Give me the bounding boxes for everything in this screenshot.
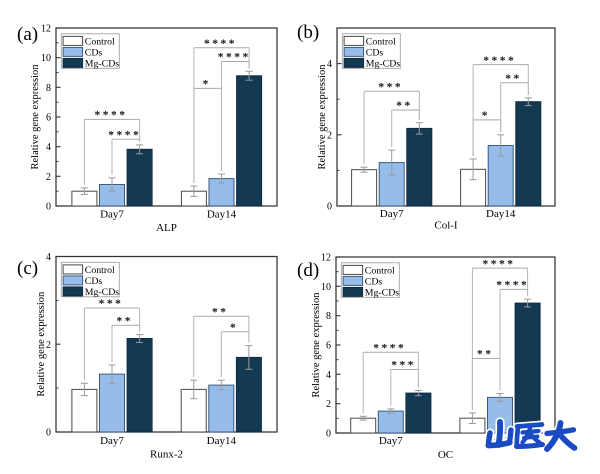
svg-text:****: **** xyxy=(108,129,141,141)
svg-text:Relative gene expression: Relative gene expression xyxy=(317,64,328,170)
svg-text:4: 4 xyxy=(327,59,332,70)
svg-text:****: **** xyxy=(373,342,406,354)
svg-text:0: 0 xyxy=(327,202,332,213)
svg-text:(b): (b) xyxy=(297,22,319,43)
svg-text:Day14: Day14 xyxy=(207,209,237,221)
svg-text:Relative gene expression: Relative gene expression xyxy=(30,64,41,170)
svg-text:**: ** xyxy=(212,306,229,318)
svg-text:CDs: CDs xyxy=(366,47,384,58)
svg-text:Day14: Day14 xyxy=(486,208,516,220)
svg-text:2: 2 xyxy=(326,399,331,410)
svg-text:***: *** xyxy=(378,82,403,94)
svg-text:****: **** xyxy=(483,55,516,67)
svg-text:(a): (a) xyxy=(17,24,38,45)
svg-text:2: 2 xyxy=(46,172,51,183)
svg-text:12: 12 xyxy=(321,253,331,264)
svg-text:6: 6 xyxy=(326,341,331,352)
svg-text:2: 2 xyxy=(46,340,51,351)
svg-text:8: 8 xyxy=(326,311,331,322)
svg-text:Relative gene expression: Relative gene expression xyxy=(36,291,47,397)
svg-text:***: *** xyxy=(99,298,124,310)
svg-text:0: 0 xyxy=(46,202,51,213)
svg-text:***: *** xyxy=(391,360,416,372)
svg-text:**: ** xyxy=(505,73,522,85)
svg-text:Relative gene expression: Relative gene expression xyxy=(311,292,322,398)
svg-text:CDs: CDs xyxy=(365,276,383,287)
svg-text:*: * xyxy=(482,110,490,122)
svg-text:8: 8 xyxy=(46,83,51,94)
svg-text:**: ** xyxy=(117,316,134,328)
svg-text:****: **** xyxy=(218,52,251,64)
svg-text:Control: Control xyxy=(365,265,395,276)
svg-text:*: * xyxy=(230,322,238,334)
svg-text:****: **** xyxy=(496,280,529,292)
svg-text:Mg-CDs: Mg-CDs xyxy=(366,58,400,69)
svg-text:10: 10 xyxy=(41,53,51,64)
svg-text:CDs: CDs xyxy=(85,47,103,58)
svg-text:****: **** xyxy=(483,258,516,270)
svg-text:12: 12 xyxy=(41,24,51,35)
svg-text:**: ** xyxy=(477,349,494,361)
svg-text:*: * xyxy=(203,79,211,91)
svg-text:Mg-CDs: Mg-CDs xyxy=(365,287,399,298)
svg-text:6: 6 xyxy=(46,113,51,124)
svg-text:4: 4 xyxy=(46,252,51,263)
svg-text:****: **** xyxy=(95,110,128,122)
svg-text:Day14: Day14 xyxy=(207,435,237,447)
svg-text:Day7: Day7 xyxy=(379,435,403,447)
svg-text:0: 0 xyxy=(326,429,331,440)
svg-text:Mg-CDs: Mg-CDs xyxy=(85,58,119,69)
svg-text:Mg-CDs: Mg-CDs xyxy=(85,287,119,298)
svg-text:4: 4 xyxy=(326,370,331,381)
svg-text:10: 10 xyxy=(321,282,331,293)
svg-text:Day7: Day7 xyxy=(100,435,124,447)
svg-text:OC: OC xyxy=(438,449,453,461)
svg-text:ALP: ALP xyxy=(156,222,177,234)
svg-text:(c): (c) xyxy=(17,258,38,279)
svg-text:Col-I: Col-I xyxy=(434,220,458,232)
svg-text:Day7: Day7 xyxy=(380,208,404,220)
svg-text:Control: Control xyxy=(85,265,115,276)
svg-text:**: ** xyxy=(396,100,413,112)
svg-text:4: 4 xyxy=(46,142,51,153)
svg-text:CDs: CDs xyxy=(85,276,103,287)
svg-text:Control: Control xyxy=(366,36,396,47)
svg-text:Runx-2: Runx-2 xyxy=(150,449,183,461)
svg-text:Day7: Day7 xyxy=(100,209,124,221)
svg-text:(d): (d) xyxy=(297,260,319,281)
svg-text:Control: Control xyxy=(85,36,115,47)
svg-text:2: 2 xyxy=(327,130,332,141)
svg-text:****: **** xyxy=(204,38,237,50)
svg-text:0: 0 xyxy=(46,428,51,439)
